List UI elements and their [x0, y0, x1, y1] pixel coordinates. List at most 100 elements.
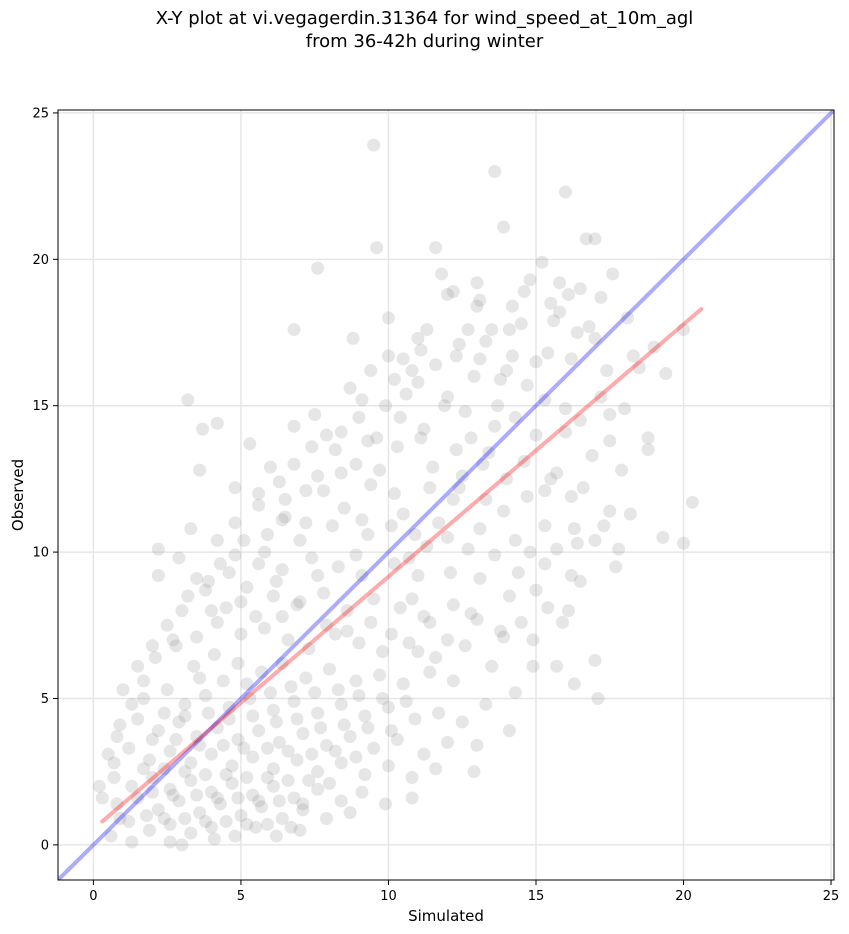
- data-point: [125, 835, 139, 849]
- y-tick-label: 25: [32, 106, 49, 121]
- data-point: [349, 548, 363, 562]
- data-point: [287, 694, 301, 708]
- data-point: [455, 469, 469, 483]
- data-point: [210, 721, 224, 735]
- data-point: [107, 756, 121, 770]
- x-tick-label: 0: [89, 889, 97, 904]
- data-point: [349, 457, 363, 471]
- data-point: [420, 539, 434, 553]
- data-point: [526, 633, 540, 647]
- data-point: [151, 724, 165, 738]
- data-point: [184, 522, 198, 536]
- data-point: [603, 504, 617, 518]
- data-point: [499, 364, 513, 378]
- data-point: [231, 732, 245, 746]
- data-point: [550, 542, 564, 556]
- data-point: [201, 574, 215, 588]
- data-point: [414, 343, 428, 357]
- data-point: [290, 712, 304, 726]
- data-point: [384, 627, 398, 641]
- data-point: [228, 829, 242, 843]
- data-point: [390, 732, 404, 746]
- data-point: [656, 530, 670, 544]
- data-point: [151, 542, 165, 556]
- data-point: [320, 428, 334, 442]
- data-point: [570, 536, 584, 550]
- data-point: [464, 431, 478, 445]
- data-point: [204, 820, 218, 834]
- data-point: [508, 686, 522, 700]
- data-point: [193, 806, 207, 820]
- data-point: [320, 812, 334, 826]
- data-point: [343, 806, 357, 820]
- y-axis: 0 5 10 15 20 25: [32, 106, 58, 853]
- y-tick-label: 5: [41, 692, 49, 707]
- data-point: [181, 393, 195, 407]
- data-point: [647, 340, 661, 354]
- x-tick-label: 10: [380, 889, 397, 904]
- data-point: [396, 507, 410, 521]
- data-point: [113, 718, 127, 732]
- data-point: [145, 771, 159, 785]
- data-point: [405, 791, 419, 805]
- data-point: [263, 460, 277, 474]
- data-point: [517, 285, 531, 299]
- data-point: [432, 516, 446, 530]
- x-tick-label: 20: [675, 889, 692, 904]
- data-point: [591, 691, 605, 705]
- data-point: [685, 495, 699, 509]
- data-point: [405, 592, 419, 606]
- data-point: [641, 431, 655, 445]
- data-point: [231, 791, 245, 805]
- data-point: [485, 659, 499, 673]
- data-point: [172, 715, 186, 729]
- data-point: [502, 323, 516, 337]
- data-point: [355, 513, 369, 527]
- data-point: [479, 492, 493, 506]
- data-point: [612, 542, 626, 556]
- data-point: [429, 358, 443, 372]
- data-point: [488, 164, 502, 178]
- data-point: [207, 648, 221, 662]
- data-point: [210, 791, 224, 805]
- data-point: [328, 443, 342, 457]
- data-point: [178, 709, 192, 723]
- data-point: [411, 569, 425, 583]
- data-point: [305, 747, 319, 761]
- data-point: [290, 598, 304, 612]
- data-point: [373, 463, 387, 477]
- data-point: [305, 440, 319, 454]
- data-point: [553, 276, 567, 290]
- data-point: [95, 791, 109, 805]
- data-point: [438, 399, 452, 413]
- data-point: [145, 732, 159, 746]
- data-point: [538, 393, 552, 407]
- data-point: [231, 656, 245, 670]
- data-point: [473, 352, 487, 366]
- data-point: [520, 489, 534, 503]
- data-point: [402, 636, 416, 650]
- data-point: [414, 431, 428, 445]
- data-point: [137, 691, 151, 705]
- data-point: [364, 364, 378, 378]
- data-point: [449, 349, 463, 363]
- data-point: [157, 812, 171, 826]
- data-point: [497, 504, 511, 518]
- data-point: [381, 700, 395, 714]
- data-point: [204, 747, 218, 761]
- data-point: [163, 782, 177, 796]
- data-point: [228, 548, 242, 562]
- y-tick-label: 10: [32, 546, 49, 561]
- data-point: [535, 255, 549, 269]
- data-point: [520, 378, 534, 392]
- data-point: [252, 487, 266, 501]
- data-point: [355, 569, 369, 583]
- data-point: [249, 610, 263, 624]
- data-point: [246, 709, 260, 723]
- data-point: [494, 624, 508, 638]
- data-point: [260, 741, 274, 755]
- data-point: [260, 817, 274, 831]
- data-point: [473, 522, 487, 536]
- data-point: [187, 659, 201, 673]
- data-point: [258, 545, 272, 559]
